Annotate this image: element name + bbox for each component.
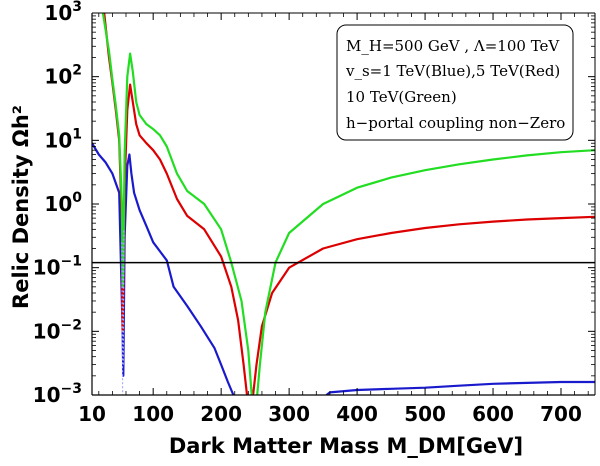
series-line-2-segment-0 [101, 13, 253, 395]
y-tick-base-3: 10 [44, 192, 72, 216]
x-tick-label-2: 200 [200, 402, 242, 426]
series-line-3-segment-0 [121, 242, 124, 395]
x-tick-label-5: 500 [404, 402, 446, 426]
axis-layer: 10 100 200 300 400 500 600 70010310210110010−11… [33, 0, 596, 426]
legend-line-1: M_H=500 GeV , Λ=100 TeV [346, 37, 560, 55]
y-tick-label-3: 100 [44, 190, 82, 216]
legend-line-3: 10 TeV(Green) [346, 88, 457, 106]
legend-line-4: h−portal coupling non−Zero [346, 114, 565, 132]
series-line-3-segment-1 [122, 229, 125, 365]
y-tick-label-1: 102 [44, 63, 82, 89]
y-tick-exponent-6: −3 [61, 381, 82, 397]
y-tick-exponent-5: −2 [61, 317, 82, 333]
y-axis-label: Relic Density Ωh² [9, 105, 33, 309]
legend: M_H=500 GeV , Λ=100 TeV v_s=1 TeV(Blue),… [336, 24, 574, 141]
legend-box [336, 24, 574, 141]
legend-line-2: v_s=1 TeV(Blue),5 TeV(Red) [345, 62, 560, 80]
series-layer [92, 13, 595, 395]
y-tick-label-0: 103 [44, 0, 82, 25]
x-tick-label-4: 400 [336, 402, 378, 426]
y-tick-base-1: 10 [44, 65, 72, 89]
y-tick-exponent-2: 1 [72, 126, 82, 142]
y-tick-base-6: 10 [33, 383, 61, 407]
y-tick-label-2: 101 [44, 126, 82, 152]
series-line-2-segment-1 [256, 149, 595, 395]
x-tick-label-3: 300 [268, 402, 310, 426]
x-tick-label-0: 10 [78, 402, 106, 426]
y-tick-exponent-4: −1 [61, 254, 82, 270]
y-tick-label-5: 10−2 [33, 317, 82, 343]
y-tick-exponent-1: 2 [72, 63, 82, 79]
x-axis-label: Dark Matter Mass M_DM[GeV] [169, 434, 523, 458]
y-tick-base-4: 10 [33, 256, 61, 280]
y-tick-label-6: 10−3 [33, 381, 82, 407]
x-tick-label-6: 600 [472, 402, 514, 426]
x-tick-label-1: 100 [132, 402, 174, 426]
x-tick-label-7: 700 [540, 402, 582, 426]
y-tick-base-2: 10 [44, 128, 72, 152]
y-tick-base-0: 10 [44, 1, 72, 25]
y-tick-exponent-0: 3 [72, 0, 82, 15]
y-tick-label-4: 10−1 [33, 254, 82, 280]
series-line-0-segment-0 [92, 142, 235, 395]
y-tick-exponent-3: 0 [72, 190, 82, 206]
y-tick-base-5: 10 [33, 319, 61, 343]
